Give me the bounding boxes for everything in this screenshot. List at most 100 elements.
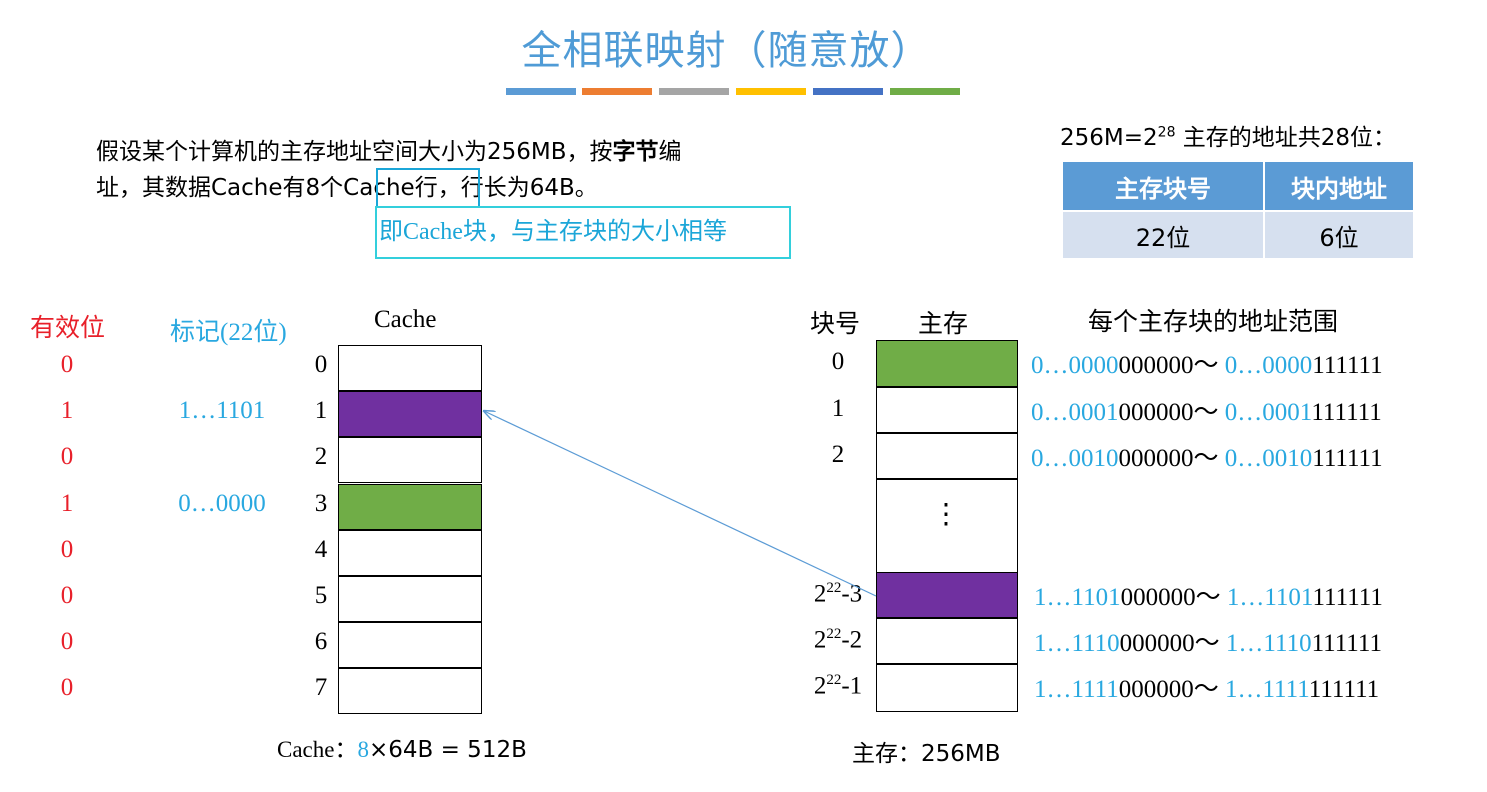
block-number: 2 bbox=[798, 441, 878, 469]
page-title: 全相联映射（随意放） bbox=[521, 28, 932, 74]
address-title-text: 主存的地址共28位： bbox=[1175, 125, 1397, 151]
memory-size-caption: 主存：256MB bbox=[852, 741, 1001, 767]
valid-bit: 0 bbox=[60, 582, 74, 609]
range-offset-bits: 000000～ bbox=[1120, 584, 1227, 611]
accent-bar bbox=[736, 88, 806, 95]
intro-text: 假设某个计算机的主存地址空间大小为256MB，按字节编 址，其数据Cache有8… bbox=[96, 134, 816, 206]
memory-block bbox=[876, 618, 1018, 664]
range-offset-bits: 000000～ bbox=[1118, 676, 1225, 703]
cache-caption-label: Cache： bbox=[277, 737, 358, 762]
intro-line1: 假设某个计算机的主存地址空间大小为256MB，按 bbox=[96, 139, 613, 165]
address-range: 1…1110000000～ 1…1110111111 bbox=[1034, 623, 1382, 659]
tag-value: 1…1101 bbox=[178, 397, 266, 425]
block-number: 222-1 bbox=[798, 672, 878, 700]
cache-line bbox=[338, 345, 482, 391]
address-range: 1…1111000000～ 1…1111111111 bbox=[1034, 669, 1379, 705]
range-block-bits: 1…1110 bbox=[1034, 630, 1120, 657]
range-offset-bits: 111111 bbox=[1311, 630, 1382, 657]
cache-line-term: Cache行 bbox=[343, 175, 438, 201]
block-number-exp: 22 bbox=[826, 672, 842, 688]
block-number: 222-3 bbox=[798, 580, 878, 608]
range-offset-bits: 111111 bbox=[1312, 584, 1383, 611]
cache-line bbox=[338, 437, 482, 484]
range-block-bits: 0…0000 bbox=[1224, 352, 1313, 379]
address-range: 0…0001000000～ 0…0001111111 bbox=[1031, 392, 1382, 428]
block-number-suffix: -1 bbox=[841, 672, 863, 700]
cache-line-index: 6 bbox=[314, 628, 328, 656]
memory-block bbox=[876, 340, 1018, 387]
valid-bit: 0 bbox=[60, 674, 74, 702]
block-number-base: 2 bbox=[813, 672, 827, 700]
range-block-bits: 0…0001 bbox=[1031, 399, 1119, 426]
cache-line bbox=[338, 483, 482, 530]
range-offset-bits: 111111 bbox=[1312, 352, 1383, 379]
block-number: 1 bbox=[798, 395, 878, 423]
header-block-offset: 块内地址 bbox=[1263, 160, 1415, 212]
address-range: 0…0010000000～ 0…0010111111 bbox=[1031, 438, 1383, 474]
block-number-base: 1 bbox=[831, 395, 845, 422]
block-number-base: 2 bbox=[831, 441, 845, 468]
cache-line bbox=[338, 622, 482, 669]
valid-bit: 0 bbox=[60, 628, 74, 656]
range-block-bits: 1…1111 bbox=[1224, 676, 1310, 703]
accent-bar bbox=[813, 88, 883, 95]
memory-block bbox=[876, 433, 1018, 479]
cache-line bbox=[338, 576, 482, 622]
valid-bit: 0 bbox=[60, 443, 74, 471]
header-block-number: 主存块号 bbox=[1061, 160, 1265, 212]
cache-line-index: 2 bbox=[314, 443, 328, 471]
cache-line-index: 7 bbox=[314, 674, 328, 702]
cache-line-index: 4 bbox=[314, 535, 328, 563]
valid-bit-label: 有效位 bbox=[30, 313, 106, 342]
range-offset-bits: 000000～ bbox=[1118, 445, 1225, 472]
cache-line-index: 0 bbox=[314, 351, 328, 378]
range-offset-bits: 000000～ bbox=[1118, 352, 1225, 379]
address-format-table: 主存块号 块内地址 22位 6位 bbox=[1061, 160, 1415, 260]
block-number-exp: 22 bbox=[826, 626, 842, 642]
range-offset-bits: 000000～ bbox=[1119, 630, 1226, 657]
range-offset-bits: 000000～ bbox=[1118, 399, 1225, 426]
address-bits-title: 256M=228 主存的地址共28位： bbox=[1060, 118, 1396, 152]
block-number-base: 0 bbox=[831, 348, 845, 375]
cache-caption-formula: ×64B = 512B bbox=[368, 737, 527, 763]
address-title-exp: 28 bbox=[1157, 124, 1176, 141]
memory-title: 主存 bbox=[918, 309, 969, 338]
valid-bit: 0 bbox=[60, 535, 74, 563]
accent-bar bbox=[506, 88, 576, 95]
range-block-bits: 1…1101 bbox=[1034, 584, 1121, 611]
value-block-number: 22位 bbox=[1061, 210, 1265, 260]
cache-title: Cache bbox=[374, 306, 437, 333]
intro-line2-end: ，行长为64B。 bbox=[437, 175, 598, 201]
block-number-base: 2 bbox=[813, 626, 827, 654]
value-block-offset: 6位 bbox=[1263, 210, 1415, 260]
tag-label: 标记(22位) bbox=[170, 319, 287, 346]
block-number: 222-2 bbox=[798, 626, 878, 654]
range-offset-bits: 111111 bbox=[1312, 445, 1383, 472]
valid-bit: 1 bbox=[60, 489, 74, 517]
range-offset-bits: 111111 bbox=[1309, 676, 1380, 703]
cache-line bbox=[338, 668, 482, 715]
accent-bar bbox=[582, 88, 652, 95]
range-offset-bits: 111111 bbox=[1311, 399, 1382, 426]
intro-line2: 址，其数据Cache有8个 bbox=[96, 175, 344, 201]
cache-size-caption: Cache：8×64B = 512B bbox=[277, 730, 527, 764]
block-number-exp: 22 bbox=[826, 580, 842, 596]
intro-line1-end: 编 bbox=[658, 139, 682, 165]
intro-bold: 字节 bbox=[612, 139, 659, 165]
valid-bit: 1 bbox=[60, 397, 74, 425]
block-number-suffix: -2 bbox=[841, 626, 863, 654]
valid-bit: 0 bbox=[60, 351, 74, 378]
ellipsis-icon: ⋮ bbox=[932, 497, 960, 530]
address-range-label: 每个主存块的地址范围 bbox=[1088, 307, 1339, 336]
range-block-bits: 1…1101 bbox=[1226, 584, 1313, 611]
block-number: 0 bbox=[798, 348, 878, 376]
memory-block bbox=[876, 664, 1018, 712]
mapping-arrow bbox=[484, 411, 877, 597]
range-block-bits: 0…0010 bbox=[1031, 445, 1119, 472]
range-block-bits: 0…0000 bbox=[1031, 352, 1119, 379]
block-number-base: 2 bbox=[813, 580, 827, 608]
range-block-bits: 1…1110 bbox=[1225, 630, 1312, 657]
accent-bar bbox=[659, 88, 729, 95]
cache-line-index: 3 bbox=[314, 489, 328, 517]
